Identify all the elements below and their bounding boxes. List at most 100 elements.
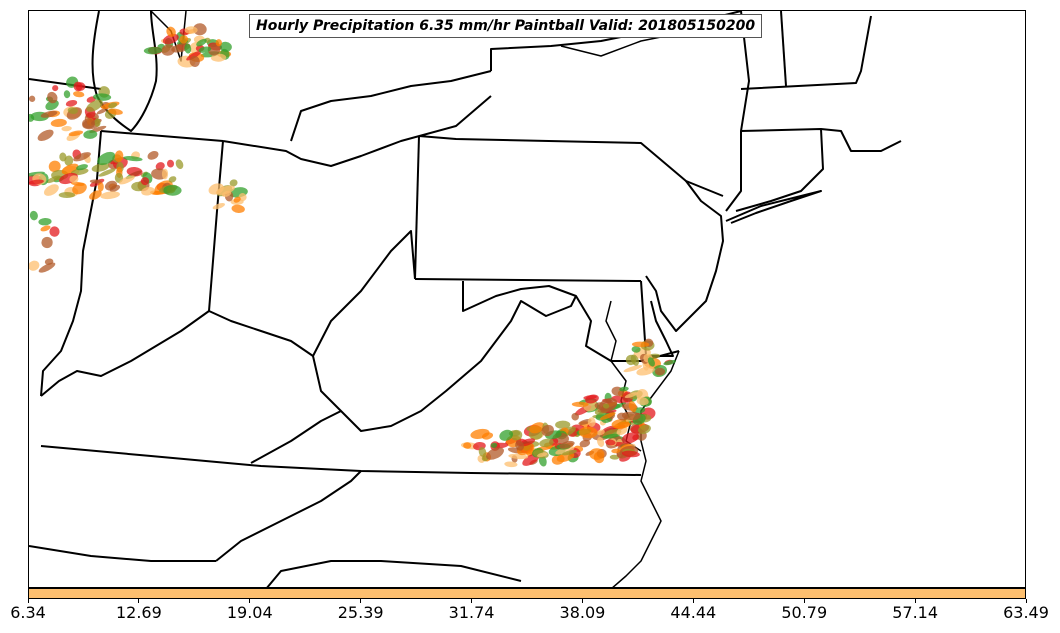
precip-blob xyxy=(597,437,605,447)
colorbar-tick-label: 63.49 xyxy=(1003,603,1049,622)
precip-blob xyxy=(141,186,155,196)
lake-michigan-shore xyxy=(91,11,158,132)
colorbar-tick-mark xyxy=(692,599,694,603)
map-title: Hourly Precipitation 6.35 mm/hr Paintbal… xyxy=(249,14,763,38)
colorbar xyxy=(28,588,1026,599)
precip-blob xyxy=(37,129,54,141)
lake-erie-shore xyxy=(222,95,492,167)
precip-blob xyxy=(58,192,76,198)
precip-blob xyxy=(175,159,184,170)
border-ny-vermont xyxy=(725,11,750,212)
colorbar-tick-mark xyxy=(581,599,583,603)
precip-blob xyxy=(89,179,102,184)
precip-blob xyxy=(50,118,67,127)
precip-blob xyxy=(161,168,169,180)
border-pennsylvania-south xyxy=(414,278,642,282)
precip-blob xyxy=(65,100,78,107)
precip-blob xyxy=(38,217,52,226)
precip-blob xyxy=(647,357,655,367)
state-boundaries xyxy=(29,11,902,587)
precip-blob xyxy=(198,46,212,53)
precip-blob xyxy=(623,365,643,373)
precip-blob xyxy=(108,108,123,115)
precip-blob xyxy=(193,23,207,36)
precip-blob xyxy=(578,426,598,439)
precip-blob xyxy=(510,429,523,441)
precip-blob xyxy=(486,447,504,460)
colorbar-tick-mark xyxy=(914,599,916,603)
precip-blob xyxy=(86,99,103,112)
border-nc-sc xyxy=(266,560,522,587)
precip-blob xyxy=(45,99,59,111)
precip-blob xyxy=(73,81,83,92)
precip-blob xyxy=(663,359,677,366)
colorbar-tick-label: 19.04 xyxy=(226,603,273,622)
colorbar-tick-label: 25.39 xyxy=(337,603,384,622)
precip-blob xyxy=(162,33,179,45)
precip-blob xyxy=(621,432,639,444)
precip-blob xyxy=(163,185,182,196)
precip-blob xyxy=(571,401,589,408)
precip-blob xyxy=(59,152,67,162)
precip-blob xyxy=(166,159,175,168)
precip-blob xyxy=(161,44,175,56)
border-michigan-ohio xyxy=(100,130,224,142)
border-maryland-virginia xyxy=(575,295,680,362)
border-tennessee-nc xyxy=(215,470,362,562)
precip-blob xyxy=(52,85,59,92)
precip-blob xyxy=(579,439,591,448)
precip-blob xyxy=(541,424,554,437)
precip-blob xyxy=(481,432,494,440)
precip-blob xyxy=(49,226,60,237)
precip-blob xyxy=(184,26,198,34)
precip-blob xyxy=(609,454,620,460)
border-ct xyxy=(735,128,824,212)
precip-blob xyxy=(184,43,192,54)
border-vermont-nh xyxy=(780,11,787,87)
precip-blob xyxy=(571,412,580,421)
precip-blob xyxy=(29,179,44,185)
precip-blob xyxy=(47,91,58,104)
border-new-jersey xyxy=(645,180,724,332)
precip-blob xyxy=(611,448,621,454)
precip-blob xyxy=(83,130,98,139)
precip-blob xyxy=(43,184,59,196)
precip-blob xyxy=(166,26,176,37)
precip-blob xyxy=(147,151,159,160)
precip-blob xyxy=(499,429,514,441)
precip-blob xyxy=(168,176,177,183)
colorbar-tick-label: 12.69 xyxy=(115,603,162,622)
border-indiana-michigan xyxy=(29,78,102,90)
border-indiana-ohio xyxy=(208,140,224,312)
colorbar-tick-label: 6.34 xyxy=(10,603,46,622)
precip-blob xyxy=(587,417,596,427)
precip-blob xyxy=(67,107,78,114)
ohio-river-west xyxy=(40,310,314,397)
border-pennsylvania-north xyxy=(418,135,724,197)
precip-blob xyxy=(624,392,638,399)
precip-blob xyxy=(215,185,235,196)
border-mass xyxy=(740,128,902,152)
colorbar-tick-label: 44.44 xyxy=(670,603,717,622)
long-island xyxy=(725,190,822,224)
precip-blob xyxy=(219,41,232,52)
precip-blob xyxy=(559,440,575,449)
precip-blob xyxy=(64,155,74,166)
precip-blob xyxy=(537,452,548,458)
precip-blob xyxy=(63,90,71,99)
border-south xyxy=(29,545,216,562)
colorbar-tick-label: 50.79 xyxy=(781,603,828,622)
precip-blob xyxy=(73,152,91,162)
precip-blob xyxy=(82,118,96,129)
precip-blob xyxy=(100,191,120,200)
precip-blob xyxy=(654,367,666,376)
colorbar-tick-label: 57.14 xyxy=(892,603,939,622)
precip-blob xyxy=(29,210,38,221)
precip-blob xyxy=(636,366,655,376)
precip-blob xyxy=(126,166,143,177)
border-ohio-pennsylvania xyxy=(414,135,420,280)
precip-blob xyxy=(40,225,51,232)
precip-blob xyxy=(98,168,116,177)
precip-blob xyxy=(229,179,238,187)
precip-blob xyxy=(478,447,487,457)
